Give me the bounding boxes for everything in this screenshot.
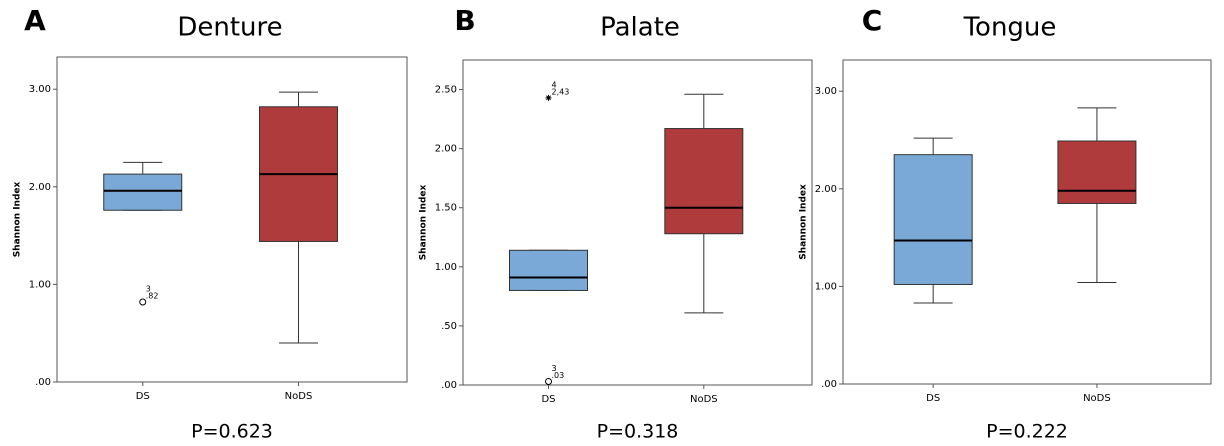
footnote: P=0.222 (986, 421, 1068, 443)
y-tick-label: 1.00 (29, 279, 51, 290)
box (509, 249, 589, 291)
y-tick-label: 3.00 (29, 84, 51, 95)
outlier-case: 3 (552, 364, 557, 373)
y-axis-label: Shannon Index (419, 185, 429, 261)
outlier (545, 94, 552, 101)
box (893, 154, 973, 285)
outlier-label: .03 (552, 371, 565, 380)
outlier (139, 298, 147, 306)
x-tick-label: NoDS (285, 391, 313, 402)
outlier (545, 377, 553, 385)
footnote: P=0.623 (191, 421, 273, 443)
outlier-case: 3 (146, 284, 151, 293)
y-tick-label: 2.00 (29, 182, 51, 193)
box (1057, 140, 1137, 204)
x-tick-label: DS (136, 391, 150, 402)
panel-letter: C (862, 4, 883, 37)
panel-letter: B (454, 4, 475, 37)
outlier-label: .82 (146, 291, 159, 300)
y-tick-label: 2.00 (435, 144, 457, 155)
y-tick-label: 3.00 (815, 86, 837, 97)
plot-frame (56, 56, 408, 383)
y-tick-label: .00 (441, 380, 457, 391)
box (103, 173, 183, 211)
x-tick-label: NoDS (690, 394, 718, 405)
x-tick-label: DS (926, 393, 940, 404)
y-tick-label: 2.50 (435, 85, 457, 96)
footnote: P=0.318 (597, 421, 679, 443)
plot-frame (462, 59, 813, 386)
y-axis-label: Shannon Index (13, 182, 23, 258)
x-tick-label: DS (541, 394, 555, 405)
chart-title: Tongue (963, 13, 1057, 43)
y-tick-label: .50 (441, 321, 457, 332)
panel-letter: A (24, 4, 46, 37)
y-tick-label: 1.00 (815, 281, 837, 292)
box (664, 128, 744, 235)
outlier-case: 4 (552, 80, 557, 89)
y-tick-label: 2.00 (815, 184, 837, 195)
chart-title: Palate (600, 13, 680, 43)
y-tick-label: 1.00 (435, 262, 457, 273)
plot-frame (842, 59, 1212, 385)
y-tick-label: .00 (821, 379, 837, 390)
x-tick-label: NoDS (1083, 393, 1111, 404)
chart-title: Denture (177, 13, 282, 43)
y-tick-label: .00 (35, 377, 51, 388)
outlier-label: 2,43 (552, 87, 570, 96)
y-tick-label: 1.50 (435, 203, 457, 214)
y-axis-label: Shannon Index (799, 184, 809, 260)
